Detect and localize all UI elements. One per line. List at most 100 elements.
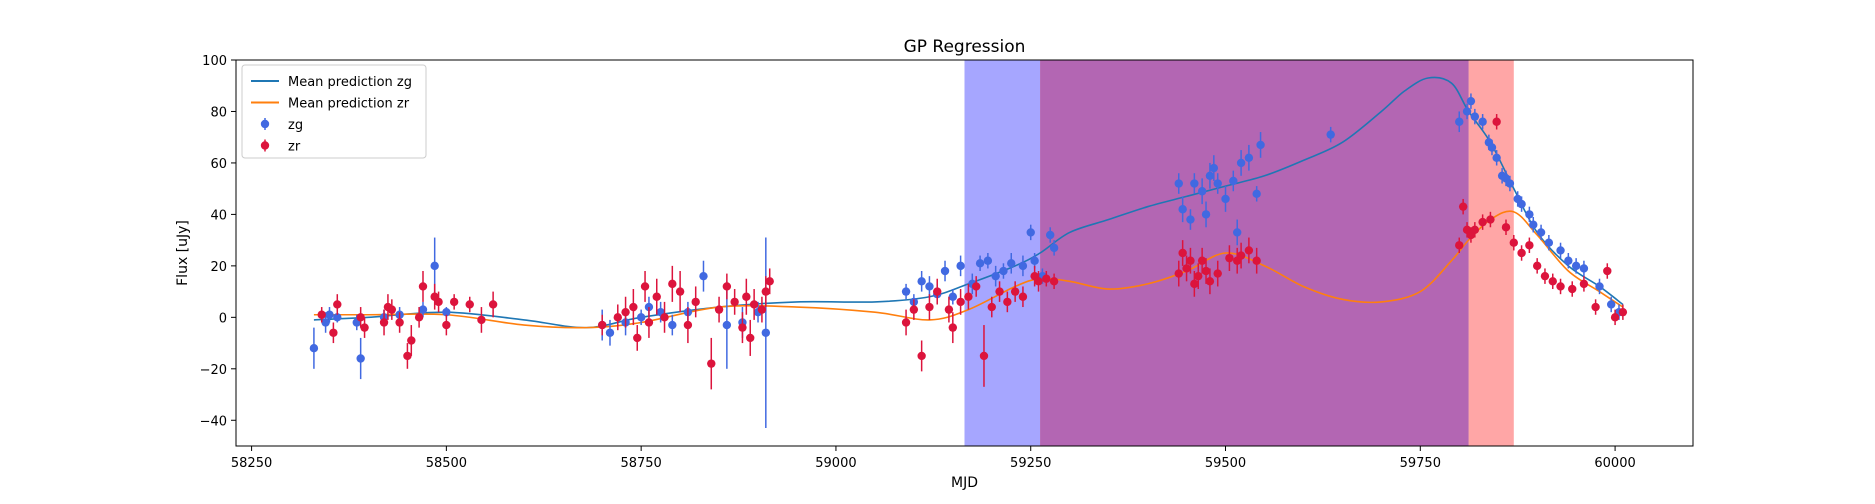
marker-zg	[1529, 220, 1538, 229]
marker-zg	[1579, 264, 1589, 273]
point-zr	[1003, 291, 1012, 313]
marker-zr	[1548, 277, 1557, 286]
point-zr	[465, 296, 474, 313]
marker-zg	[356, 354, 365, 363]
y-tick-label: 0	[219, 311, 227, 326]
point-zg	[991, 265, 1000, 287]
marker-zr	[1579, 279, 1589, 289]
point-zr	[329, 322, 338, 344]
x-tick: 59500	[1205, 446, 1246, 471]
marker-zr	[465, 300, 474, 309]
marker-zr	[488, 300, 498, 309]
marker-zr	[1178, 248, 1187, 258]
point-zr	[1478, 214, 1487, 230]
point-zr	[1194, 263, 1203, 290]
point-zg	[1256, 132, 1265, 158]
point-zr	[964, 283, 973, 310]
point-zr	[1201, 258, 1211, 284]
point-zr	[1225, 245, 1234, 272]
point-zr	[597, 314, 607, 336]
y-tick: 0	[219, 311, 236, 326]
marker-zr	[629, 302, 638, 312]
marker-zr	[597, 320, 607, 330]
point-zg	[1517, 196, 1526, 212]
point-zg	[1201, 201, 1211, 228]
point-zg	[1018, 255, 1028, 277]
y-tick-label: 20	[210, 260, 227, 275]
marker-zr	[640, 282, 650, 291]
point-zr	[1470, 222, 1480, 238]
marker-zg	[1007, 259, 1016, 268]
marker-zg	[1229, 176, 1238, 186]
point-zg	[1049, 240, 1059, 256]
marker-zg	[1221, 194, 1230, 204]
x-tick-label: 60000	[1594, 456, 1635, 471]
marker-zg	[999, 266, 1008, 276]
point-zg	[956, 255, 965, 277]
series-zr	[317, 114, 1628, 390]
marker-zr	[1603, 266, 1612, 276]
marker-zr	[917, 351, 926, 361]
point-zr	[1049, 273, 1059, 290]
point-zr	[746, 319, 755, 356]
point-zg	[1571, 258, 1581, 274]
marker-zg	[418, 305, 428, 314]
point-zr	[1042, 271, 1051, 287]
marker-zr	[1525, 241, 1534, 250]
point-zr	[675, 271, 685, 313]
point-zr	[1501, 219, 1511, 235]
y-tick-label: −20	[200, 363, 227, 378]
point-zg	[1470, 108, 1480, 125]
x-tick-label: 59250	[1010, 456, 1051, 471]
marker-zg	[442, 307, 451, 317]
y-tick: 80	[210, 105, 236, 120]
point-zr	[414, 307, 424, 328]
marker-zr	[434, 297, 443, 307]
marker-zr	[742, 292, 751, 301]
marker-zr	[1492, 117, 1501, 126]
chart-title: GP Regression	[904, 37, 1026, 57]
point-zg	[901, 283, 911, 300]
point-zr	[730, 289, 739, 315]
marker-zr	[948, 323, 958, 332]
marker-zr	[979, 351, 989, 361]
marker-zg	[761, 328, 771, 337]
point-zr	[442, 314, 451, 336]
marker-zg	[1018, 261, 1028, 271]
y-axis-label: Flux [uJy]	[175, 220, 191, 286]
marker-zr	[1190, 279, 1199, 289]
point-zg	[1564, 253, 1573, 269]
y-tick-label: 80	[210, 105, 227, 120]
marker-zg	[1174, 179, 1183, 188]
point-zr	[1178, 240, 1187, 266]
point-zg	[1221, 186, 1230, 212]
point-zr	[1610, 309, 1620, 326]
legend-label: zr	[288, 140, 301, 155]
marker-zr	[757, 305, 767, 314]
marker-zr	[971, 282, 981, 291]
marker-zr	[944, 305, 954, 314]
marker-zr	[1049, 277, 1059, 286]
point-zg	[917, 271, 926, 292]
point-zg	[1505, 175, 1515, 192]
marker-zr	[1010, 287, 1020, 296]
point-zg	[1478, 114, 1487, 130]
shaded-regions	[964, 60, 1514, 446]
x-tick: 58500	[426, 446, 467, 471]
point-zg	[1579, 260, 1589, 277]
point-zr	[379, 309, 389, 336]
point-zr	[1236, 242, 1246, 269]
marker-zr	[987, 302, 996, 312]
point-zg	[761, 237, 771, 428]
marker-zg	[991, 271, 1000, 281]
marker-zr	[1509, 238, 1518, 247]
marker-zr	[1186, 256, 1195, 265]
point-zg	[309, 327, 319, 369]
marker-zr	[730, 297, 739, 307]
marker-zr	[652, 292, 661, 301]
point-zr	[956, 289, 965, 315]
point-zg	[1197, 178, 1207, 205]
marker-zr	[722, 282, 732, 291]
point-zr	[749, 289, 759, 320]
x-tick: 59000	[815, 446, 857, 471]
